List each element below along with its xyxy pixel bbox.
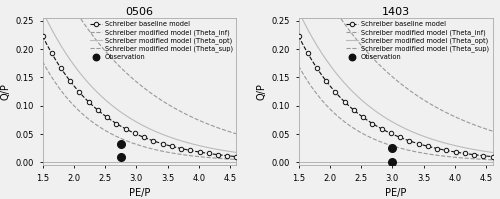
Y-axis label: Q/P: Q/P — [0, 83, 10, 100]
Legend: Schreiber baseline model, Schreiber modified model (Theta_inf), Schreiber modifi: Schreiber baseline model, Schreiber modi… — [89, 20, 234, 61]
Title: 1403: 1403 — [382, 7, 409, 17]
X-axis label: PE/P: PE/P — [385, 188, 406, 198]
Legend: Schreiber baseline model, Schreiber modified model (Theta_inf), Schreiber modifi: Schreiber baseline model, Schreiber modi… — [345, 20, 490, 61]
X-axis label: PE/P: PE/P — [129, 188, 150, 198]
Title: 0506: 0506 — [126, 7, 154, 17]
Y-axis label: Q/P: Q/P — [256, 83, 266, 100]
